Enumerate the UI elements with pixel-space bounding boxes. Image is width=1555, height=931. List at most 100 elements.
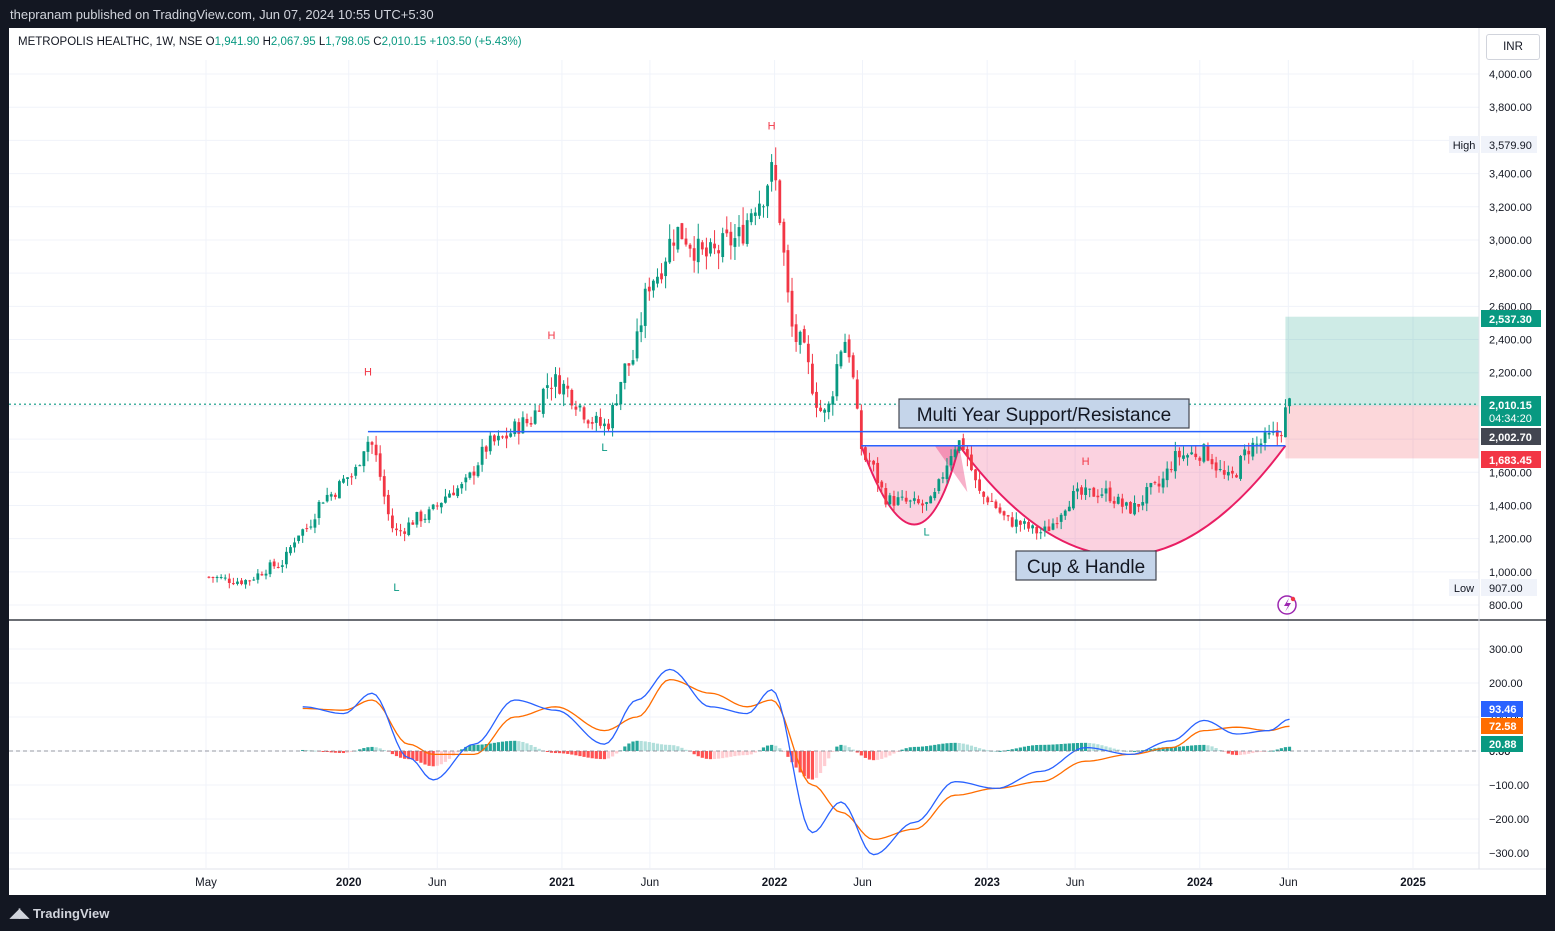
macd-histogram-bar — [1263, 751, 1267, 752]
macd-histogram-bar — [1283, 747, 1288, 751]
macd-histogram-bar — [672, 745, 676, 751]
macd-histogram-bar — [366, 747, 370, 751]
macd-histogram-bar — [924, 746, 929, 751]
candle-body — [1226, 471, 1230, 476]
candle-body — [1010, 517, 1014, 527]
macd-histogram-bar — [937, 744, 941, 751]
alert-icon[interactable] — [1277, 595, 1297, 615]
candle-body — [827, 403, 831, 413]
candle-body — [627, 363, 631, 366]
macd-histogram-bar — [839, 744, 843, 751]
candle-body — [382, 476, 386, 497]
candle-body — [391, 515, 394, 529]
support-resistance-label[interactable]: Multi Year Support/Resistance — [898, 398, 1190, 429]
macd-histogram-bar — [488, 743, 492, 751]
trend-lines[interactable] — [9, 403, 1479, 447]
candle-body — [1116, 496, 1120, 504]
macd-histogram-bar — [782, 751, 786, 753]
open-value: 1,941.90 — [214, 36, 260, 48]
macd-histogram-bar — [871, 751, 876, 761]
macd-histogram-bar — [965, 744, 969, 751]
cup-handle-label[interactable]: Cup & Handle — [1015, 550, 1157, 581]
candle-body — [1071, 490, 1075, 509]
candle-body — [248, 580, 252, 582]
candle-body — [256, 573, 260, 580]
candle-body — [721, 233, 725, 258]
candle-body — [472, 471, 476, 476]
candle-body — [342, 478, 345, 483]
macd-histogram-bar — [916, 746, 921, 751]
candle-body — [1145, 487, 1149, 504]
macd-histogram-bar — [545, 751, 549, 752]
macd-histogram-bar — [557, 751, 562, 754]
currency-button[interactable]: INR — [1486, 34, 1540, 60]
candle-body — [623, 363, 627, 383]
candle-body — [974, 469, 977, 481]
tradingview-logo-icon: ◢◣ — [10, 905, 29, 920]
candle-body — [411, 522, 415, 525]
macd-histogram-bar — [884, 751, 888, 758]
macd-histogram-bar — [341, 751, 346, 754]
handle-curve — [860, 445, 961, 526]
macd-histogram-bar — [602, 751, 607, 760]
macd-histogram-bar — [525, 743, 529, 751]
candle-body — [333, 494, 337, 497]
candle-body — [639, 325, 643, 333]
candle-body — [774, 164, 778, 181]
candle-body — [908, 500, 912, 502]
candle-body — [790, 290, 794, 327]
macd-histogram-bar — [749, 751, 753, 755]
macd-histogram-bar — [370, 746, 374, 751]
candle-body — [403, 531, 407, 534]
macd-histogram-bar — [1149, 748, 1153, 751]
candle-body — [1214, 462, 1218, 471]
macd-histogram-bar — [729, 751, 733, 757]
candle-body — [1059, 514, 1063, 522]
candle-body — [978, 479, 981, 491]
candle-body — [578, 405, 582, 408]
macd-histogram-bar — [549, 751, 554, 753]
macd-histogram-bar — [818, 751, 823, 774]
candle-body — [1202, 444, 1206, 462]
candle-body — [1259, 443, 1263, 446]
candle-body — [550, 387, 553, 389]
candle-body — [921, 503, 924, 506]
candle-body — [1247, 450, 1251, 455]
macd-histogram-bar — [1112, 748, 1116, 751]
macd-histogram-bar — [594, 751, 598, 759]
candle-body — [476, 465, 480, 477]
candle-body — [1279, 435, 1283, 437]
macd-histogram-bar — [831, 751, 835, 752]
candle-body — [643, 288, 647, 326]
candle-body — [244, 580, 248, 585]
macd-histogram-bar — [725, 751, 729, 758]
candle-body — [615, 403, 619, 406]
macd-histogram-bar — [688, 751, 692, 753]
macd-histogram-bar — [1190, 745, 1194, 751]
macd-histogram-bar — [867, 751, 872, 760]
candle-body — [859, 410, 863, 449]
candle-body — [505, 435, 508, 439]
macd-histogram-bar — [325, 751, 329, 752]
pivot-high-label: H — [364, 366, 372, 378]
long-position-tool[interactable] — [1285, 316, 1479, 459]
macd-histogram-bar — [464, 746, 468, 751]
footer-bar: ◢◣ TradingView — [0, 895, 1555, 931]
candle-body — [713, 243, 716, 249]
candle-body — [1002, 511, 1006, 516]
tradingview-logo[interactable]: ◢◣ TradingView — [10, 905, 109, 921]
candle-body — [268, 562, 272, 575]
time-tick-label: Jun — [428, 877, 447, 889]
candle-body — [872, 460, 875, 465]
macd-histogram-bar — [721, 751, 725, 759]
macd-histogram-bar — [1271, 750, 1275, 752]
macd-histogram-bar — [1014, 748, 1018, 751]
pivot-low-label: L — [393, 582, 399, 594]
candle-body — [439, 502, 443, 508]
publish-bar: thepranam published on TradingView.com, … — [0, 0, 1555, 28]
candle-body — [260, 574, 264, 576]
candle-body — [676, 226, 680, 250]
candle-body — [252, 579, 256, 581]
candle-body — [329, 494, 333, 497]
